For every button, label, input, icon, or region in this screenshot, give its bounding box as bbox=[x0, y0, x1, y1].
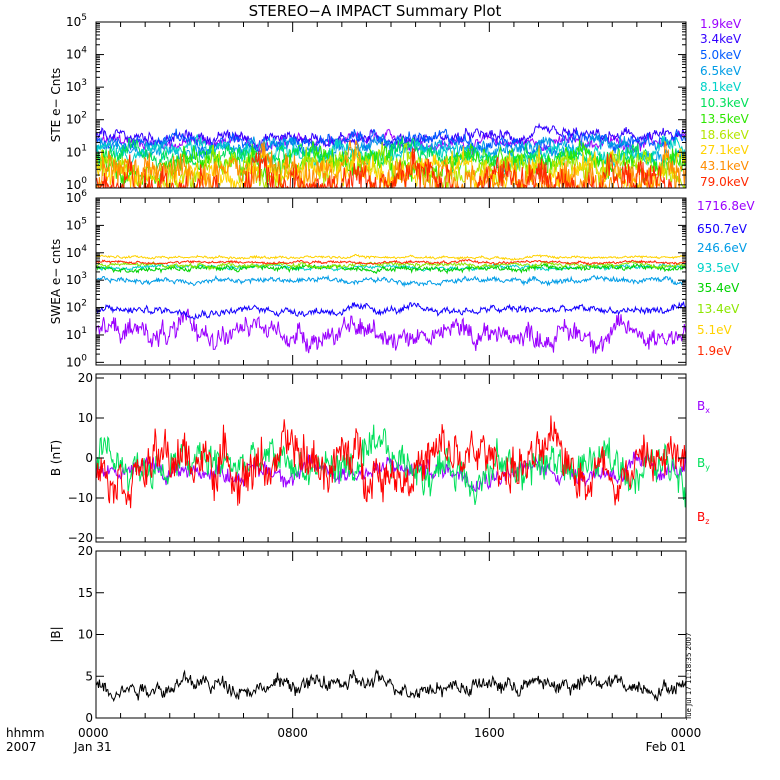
ste-legend-79.0keV: 79.0keV bbox=[700, 175, 750, 189]
bmag-series-group bbox=[96, 668, 686, 703]
swea-legend-246.6eV: 246.6eV bbox=[697, 241, 748, 255]
ste-legend-6.5keV: 6.5keV bbox=[700, 64, 742, 78]
bfield-ytick-label: −20 bbox=[68, 531, 93, 545]
ste-ytick-label: 105 bbox=[66, 13, 87, 29]
ste-legend-27.1keV: 27.1keV bbox=[700, 143, 750, 157]
swea-ytick-label: 103 bbox=[66, 271, 87, 287]
ste-ylabel: STE e− Cnts bbox=[49, 68, 63, 143]
bmag-panel: 0 5 10 15 20 |B| bbox=[49, 544, 687, 725]
ste-legend-10.3keV: 10.3keV bbox=[700, 96, 750, 110]
swea-ytick-label: 106 bbox=[66, 189, 87, 205]
bfield-series-group bbox=[96, 415, 686, 509]
bmag-series-|B| bbox=[96, 668, 686, 703]
swea-ylabel: SWEA e− cnts bbox=[49, 239, 63, 325]
bfield-ytick-label: −10 bbox=[68, 491, 93, 505]
ste-legend-13.5keV: 13.5keV bbox=[700, 112, 750, 126]
ste-ytick-label: 104 bbox=[66, 46, 87, 62]
ste-ytick-label: 102 bbox=[66, 111, 87, 127]
bmag-ytick-label: 5 bbox=[85, 669, 93, 683]
ste-legend-43.1keV: 43.1keV bbox=[700, 159, 750, 173]
ste-legend-8.1keV: 8.1keV bbox=[700, 80, 742, 94]
bfield-frame bbox=[95, 373, 687, 543]
bfield-legend-By: By bbox=[697, 456, 710, 472]
swea-ytick-label: 104 bbox=[66, 244, 87, 260]
swea-ytick-label: 100 bbox=[66, 353, 87, 369]
swea-legend-5.1eV: 5.1eV bbox=[697, 323, 732, 337]
xtick-label-time: 0000 bbox=[671, 726, 702, 740]
bfield-panel: Bx By Bz −20 −10 0 10 20 B (nT) bbox=[49, 371, 710, 545]
swea-legend-13.4eV: 13.4eV bbox=[697, 302, 740, 316]
ste-series-13.5keV bbox=[96, 139, 686, 188]
swea-legend-650.7eV: 650.7eV bbox=[697, 222, 748, 236]
bfield-series-By bbox=[96, 424, 686, 508]
bmag-ytick-label: 20 bbox=[78, 544, 93, 558]
xtick-label-date: Jan 31 bbox=[73, 740, 112, 754]
swea-series-13.4eV bbox=[96, 260, 686, 271]
bfield-ytick-label: 0 bbox=[85, 451, 93, 465]
bmag-ylabel: |B| bbox=[49, 626, 63, 642]
bfield-legend-Bz: Bz bbox=[697, 510, 709, 526]
swea-series-1716.8eV bbox=[96, 308, 686, 354]
xtick-label-time: 0800 bbox=[277, 726, 308, 740]
swea-series-246.6eV bbox=[96, 274, 686, 288]
swea-ytick-label: 101 bbox=[66, 326, 87, 342]
bfield-ytick-label: 10 bbox=[78, 411, 93, 425]
swea-legend-93.5eV: 93.5eV bbox=[697, 261, 740, 275]
ste-series-1.9keV bbox=[96, 128, 686, 155]
xtick-label-date: Feb 01 bbox=[646, 740, 686, 754]
ste-legend-3.4keV: 3.4keV bbox=[700, 32, 742, 46]
swea-legend-35.4eV: 35.4eV bbox=[697, 281, 740, 295]
bmag-ytick-label: 0 bbox=[85, 711, 93, 725]
swea-frame bbox=[95, 197, 687, 366]
ste-series-group bbox=[96, 122, 686, 188]
xaxis-row-label-2: 2007 bbox=[6, 740, 37, 754]
swea-legend-1716.8eV: 1716.8eV bbox=[697, 199, 755, 213]
xtick-label-time: 1600 bbox=[474, 726, 505, 740]
swea-ytick-label: 102 bbox=[66, 299, 87, 315]
bfield-ylabel: B (nT) bbox=[49, 440, 63, 476]
ste-legend-1.9keV: 1.9keV bbox=[700, 17, 742, 31]
bmag-ytick-label: 10 bbox=[78, 628, 93, 642]
swea-series-5.1eV bbox=[96, 253, 686, 261]
plot-title: STEREO−A IMPACT Summary Plot bbox=[249, 2, 502, 20]
swea-panel: 1716.8eV 650.7eV 246.6eV 93.5eV 35.4eV 13.4eV… bbox=[49, 189, 755, 369]
bfield-series-Bx bbox=[96, 451, 686, 493]
swea-ytick-label: 105 bbox=[66, 216, 87, 232]
swea-series-1.9eV bbox=[96, 258, 686, 266]
bfield-legend-Bx: Bx bbox=[697, 399, 710, 415]
ste-series-27.1keV bbox=[96, 145, 686, 188]
ste-ytick-label: 101 bbox=[66, 143, 87, 159]
bfield-series-Bz bbox=[96, 415, 686, 509]
bmag-frame bbox=[95, 550, 687, 719]
ste-series-18.6keV bbox=[96, 141, 686, 188]
timestamp: Tue Jul 17 11:18:35 2007 bbox=[685, 633, 693, 721]
xaxis-row-label-1: hhmm bbox=[6, 726, 45, 740]
xtick-label-time: 0000 bbox=[78, 726, 109, 740]
bfield-ytick-label: 20 bbox=[78, 371, 93, 385]
bmag-ytick-label: 15 bbox=[78, 586, 93, 600]
swea-series-650.7eV bbox=[96, 301, 686, 320]
ste-ytick-label: 103 bbox=[66, 78, 87, 94]
ste-legend-5.0keV: 5.0keV bbox=[700, 48, 742, 62]
swea-legend-1.9eV: 1.9eV bbox=[697, 344, 732, 358]
swea-series-group bbox=[96, 253, 686, 354]
ste-legend-18.6keV: 18.6keV bbox=[700, 128, 750, 142]
